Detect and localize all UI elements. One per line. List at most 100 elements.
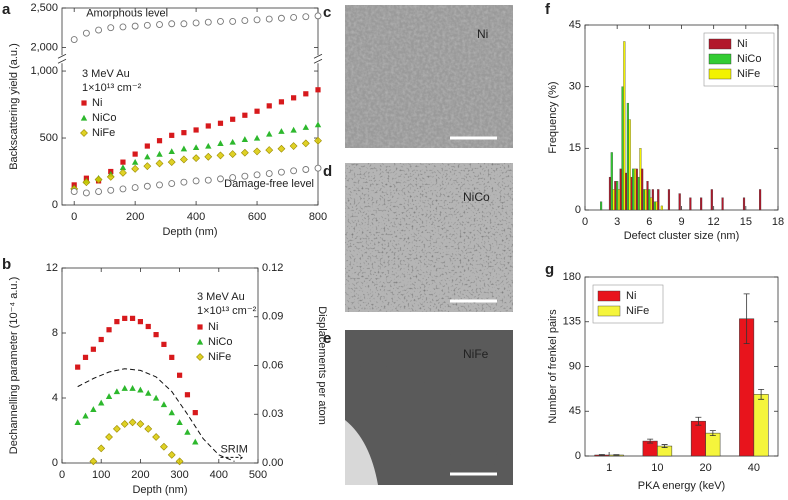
marker — [253, 147, 261, 156]
series-label: Amorphous level — [86, 7, 168, 19]
marker — [241, 136, 249, 142]
panel-letter: b — [2, 256, 11, 273]
marker — [204, 152, 213, 161]
bar — [689, 197, 692, 211]
y-axis-label: Number of frenkel pairs — [547, 309, 559, 424]
legend-label: NiFe — [92, 127, 115, 139]
y-tick-label: 8 — [52, 327, 58, 339]
marker — [119, 23, 127, 31]
marker — [184, 428, 191, 435]
y-tick-label: 135 — [563, 316, 581, 328]
marker — [204, 18, 212, 26]
x-tick-label: 12 — [708, 216, 720, 228]
marker — [291, 95, 297, 101]
legend-label: NiFe — [737, 68, 760, 80]
legend-marker — [196, 353, 204, 361]
axis-break — [313, 53, 323, 59]
y2-tick-label: 0.06 — [262, 359, 283, 371]
legend-swatch — [708, 68, 732, 80]
bar — [721, 197, 724, 211]
marker — [119, 164, 127, 171]
marker — [121, 385, 128, 391]
marker — [113, 388, 121, 395]
bar — [600, 201, 603, 211]
marker — [180, 145, 188, 152]
marker — [143, 21, 151, 29]
marker — [205, 123, 211, 129]
x-tick-label: 500 — [249, 469, 267, 481]
error-bar — [661, 444, 668, 448]
marker — [277, 144, 286, 153]
marker — [278, 99, 285, 105]
marker — [82, 354, 89, 360]
marker — [265, 170, 273, 177]
marker — [242, 112, 248, 118]
marker — [167, 450, 176, 459]
chart-panel: f 0 15 30 45 0 3 6 9 12 15 18 Defect cluster size (n… — [545, 1, 784, 242]
marker — [95, 26, 103, 34]
marker — [301, 139, 310, 148]
marker — [137, 386, 144, 393]
marker — [152, 394, 160, 401]
legend-marker — [80, 129, 88, 137]
y-tick-label: 2,500 — [30, 2, 58, 14]
marker — [176, 419, 183, 425]
axis-break — [314, 55, 322, 64]
y-tick-label: 1,000 — [30, 65, 58, 77]
annotation: 1×10¹³ cm⁻² — [197, 305, 257, 317]
panel-letter: f — [545, 1, 551, 18]
marker — [120, 420, 129, 428]
marker — [143, 182, 151, 190]
image-label: NiCo — [463, 190, 490, 204]
marker — [303, 91, 309, 97]
bar — [667, 189, 671, 211]
marker — [107, 24, 115, 32]
x-tick-label: 100 — [92, 469, 110, 481]
marker — [253, 134, 261, 141]
series-label: Damage-free level — [224, 178, 314, 190]
marker — [156, 21, 163, 28]
y2-tick-label: 0.12 — [262, 262, 283, 274]
panel-letter: c — [323, 4, 331, 21]
marker — [144, 153, 151, 160]
marker — [314, 121, 322, 128]
bar — [630, 176, 633, 211]
marker — [145, 389, 152, 396]
marker — [192, 177, 200, 185]
marker — [179, 155, 188, 164]
marker — [153, 332, 159, 338]
marker — [106, 327, 112, 333]
marker — [315, 87, 321, 93]
marker — [97, 444, 106, 453]
axis-break — [58, 55, 66, 64]
bar — [705, 432, 721, 457]
panel-letter: d — [323, 163, 332, 180]
marker — [175, 457, 184, 466]
legend-swatch — [597, 305, 621, 317]
marker — [229, 174, 237, 181]
bar — [632, 168, 635, 211]
axes-frame — [61, 7, 319, 206]
bar — [678, 193, 681, 211]
y-tick-label: 0 — [575, 204, 581, 216]
legend-marker — [197, 324, 203, 330]
series-line — [77, 368, 235, 462]
y-tick-label: 45 — [569, 405, 581, 417]
marker — [217, 140, 224, 146]
marker — [192, 410, 198, 416]
bar — [625, 172, 628, 211]
bar — [619, 168, 622, 211]
axis-break — [57, 53, 67, 59]
x-axis-label: Depth (nm) — [132, 484, 187, 496]
marker — [131, 164, 140, 173]
marker — [155, 159, 164, 168]
bar — [650, 197, 653, 211]
bar — [612, 189, 615, 211]
bar — [628, 119, 631, 211]
bar — [648, 189, 651, 211]
bar — [639, 148, 642, 211]
marker — [131, 158, 139, 165]
marker — [167, 158, 176, 167]
marker — [168, 409, 175, 416]
marker — [114, 319, 120, 325]
